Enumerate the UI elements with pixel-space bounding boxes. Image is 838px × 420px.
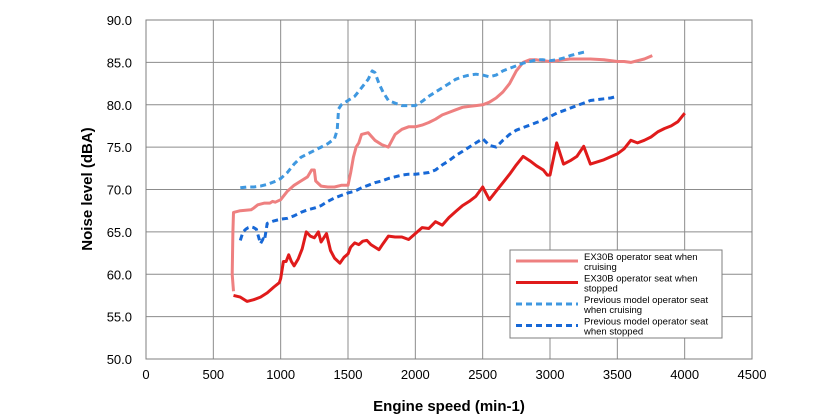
x-tick-label: 1000 — [266, 367, 295, 382]
x-tick-label: 4000 — [670, 367, 699, 382]
x-tick-label: 4500 — [738, 367, 767, 382]
series-line-3 — [240, 49, 588, 190]
y-tick-label: 60.0 — [107, 267, 132, 282]
x-tick-label: 0 — [142, 367, 149, 382]
y-tick-label: 55.0 — [107, 310, 132, 325]
legend-label: Previous model operator seat — [584, 317, 708, 328]
y-tick-label: 80.0 — [107, 98, 132, 113]
legend-label: when cruising — [583, 305, 642, 316]
legend-label: EX30B operator seat when — [584, 274, 698, 285]
y-tick-label: 70.0 — [107, 183, 132, 198]
series-line-2 — [233, 112, 686, 303]
tick-labels: 0 500 1000 1500 2000 2500 3000 3500 4000 4500 50.0… — [107, 13, 767, 382]
legend-label: stopped — [584, 284, 618, 295]
x-tick-label: 2500 — [468, 367, 497, 382]
y-tick-label: 50.0 — [107, 352, 132, 367]
y-tick-label: 90.0 — [107, 13, 132, 28]
series-line-4 — [238, 94, 618, 246]
x-tick-label: 1500 — [334, 367, 363, 382]
series-lines — [230, 49, 686, 303]
y-tick-label: 65.0 — [107, 225, 132, 240]
legend-box — [509, 249, 723, 339]
legend-label: Previous model operator seat — [584, 295, 708, 306]
y-tick-label: 75.0 — [107, 140, 132, 155]
y-tick-label: 85.0 — [107, 55, 132, 70]
y-axis-title: Noise level (dBA) — [79, 127, 96, 250]
x-axis-title: Engine speed (min-1) — [373, 398, 525, 415]
x-tick-label: 500 — [202, 367, 224, 382]
x-tick-label: 3500 — [603, 367, 632, 382]
legend-label: cruising — [584, 262, 617, 273]
legend-label: when stopped — [583, 327, 643, 338]
x-tick-label: 3000 — [536, 367, 565, 382]
legend-label: EX30B operator seat when — [584, 252, 698, 263]
plot-area-border — [145, 19, 753, 360]
x-tick-label: 2000 — [401, 367, 430, 382]
